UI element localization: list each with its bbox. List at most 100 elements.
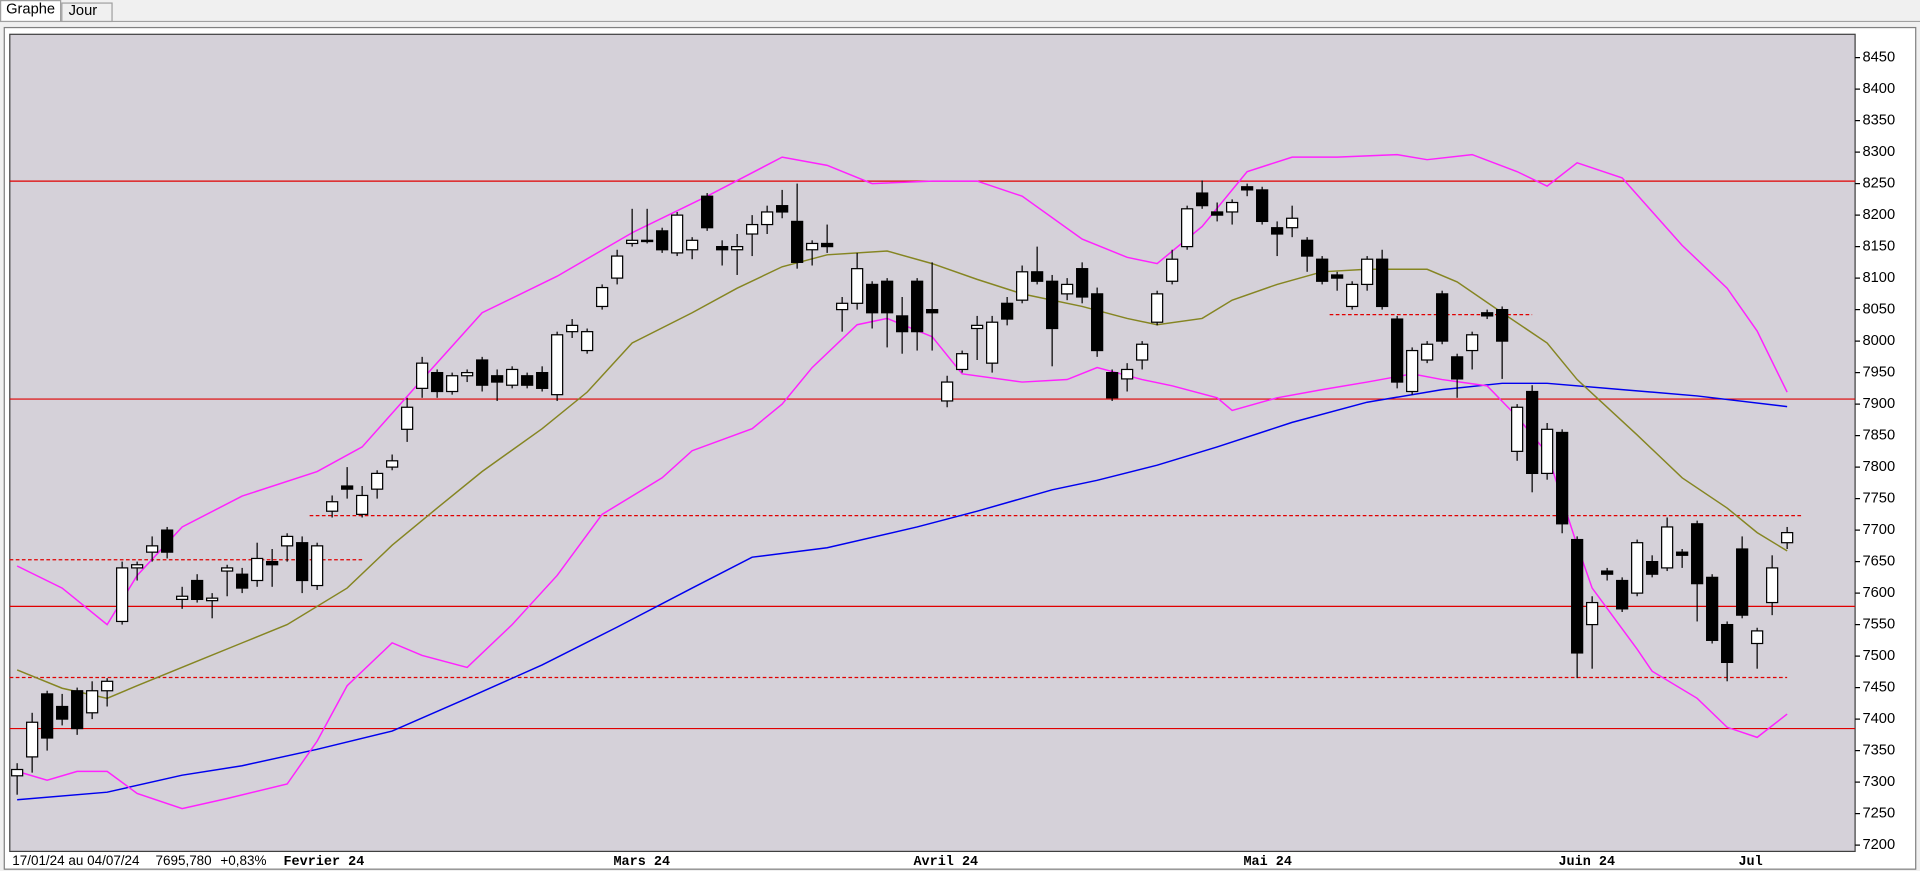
candle-body [281,535,294,547]
candle-body [821,242,834,248]
candle-body [581,331,594,352]
candle-body [611,255,624,279]
candle-body [1496,308,1509,342]
candle-body [146,545,159,553]
candle-body [1751,630,1764,645]
candle-body [1511,406,1524,452]
candle-body [371,472,384,490]
candle-body [1631,542,1644,594]
candle-body [491,375,504,383]
candle-body [296,542,309,582]
y-tick-label: 8250 [1862,175,1895,191]
y-tick-label: 7450 [1862,679,1895,695]
y-tick-label: 7300 [1862,774,1895,790]
candle-body [1451,356,1464,380]
candle-body [476,359,489,386]
candle-body [1181,208,1194,248]
candle-body [1301,239,1314,257]
y-tick-label: 8450 [1862,49,1895,65]
candle-body [926,308,939,314]
y-tick-label: 8200 [1862,207,1895,223]
candle-body [1046,280,1059,330]
candle-body [86,690,99,714]
candle-body [731,245,744,251]
candle-body [851,268,864,304]
candle-body [251,557,264,582]
tab-label[interactable]: Jour [69,3,98,19]
candle-body [446,375,459,393]
y-tick-label: 8050 [1862,301,1895,317]
candle-body [1091,293,1104,352]
candle-body [836,302,849,311]
candle-body [56,705,69,720]
y-tick-label: 7400 [1862,711,1895,727]
candle-body [1541,428,1554,475]
candle-body [1481,312,1494,317]
candle-body [701,195,714,229]
candle-body [1196,192,1209,207]
tab-graphe[interactable] [0,0,62,23]
y-tick-label: 7700 [1862,522,1895,538]
x-tick-label: Mai 24 [1243,855,1291,870]
tab-label[interactable]: Graphe [6,2,55,18]
candle-body [1706,576,1719,641]
y-tick-label: 8300 [1862,144,1895,160]
x-tick-label: Fevrier 24 [283,855,364,870]
candle-body [1016,271,1029,301]
candle-body [881,280,894,314]
candle-body [1076,268,1089,298]
candle-body [1721,623,1734,664]
y-tick-label: 7250 [1862,805,1895,821]
y-tick-label: 8150 [1862,238,1895,254]
candle-body [1316,258,1329,282]
candle-body [1571,538,1584,654]
candle-body [416,362,429,389]
candle-body [806,242,819,251]
candle-body [671,214,684,254]
y-tick-label: 7900 [1862,396,1895,412]
candle-body [1376,258,1389,308]
candle-body [1661,526,1674,569]
candle-body [1406,349,1419,393]
candle-body [1031,271,1044,282]
candle-body [1601,570,1614,575]
candle-body [326,501,339,512]
candle-body [1001,302,1014,320]
candle-body [536,371,549,389]
last-value: 7695,780 [156,853,212,868]
indicator-line [16,250,1788,700]
x-tick-label: Avril 24 [913,855,978,870]
candle-body [1331,274,1344,279]
x-tick-label: Mars 24 [613,855,670,870]
candle-body [461,371,474,377]
y-tick-label: 7800 [1862,459,1895,475]
y-tick-label: 8400 [1862,81,1895,97]
y-tick-label: 7600 [1862,585,1895,601]
y-tick-label: 8350 [1862,112,1895,128]
candle-body [596,286,609,308]
candle-body [686,239,699,251]
y-tick-label: 7950 [1862,364,1895,380]
candle-body [1421,343,1434,361]
candle-body [1781,532,1794,544]
y-tick-label: 7200 [1862,837,1895,853]
candle-body [1241,186,1254,191]
candle-body [311,545,324,587]
candle-body [26,721,39,758]
candle-body [176,595,189,601]
candle-body [1166,258,1179,282]
candle-body [401,406,414,430]
candle-body [1526,390,1539,475]
candle-body [71,690,84,730]
candle-body [551,334,564,396]
y-tick-label: 7650 [1862,553,1895,569]
candle-body [1646,560,1659,575]
candle-body [221,567,234,572]
candle-body [521,375,534,386]
period-label: 17/01/24 au 04/07/24 [12,853,140,868]
tab-jour[interactable] [61,2,113,23]
candle-body [1211,211,1224,216]
candle-body [1256,189,1269,223]
candle-body [1136,343,1149,361]
